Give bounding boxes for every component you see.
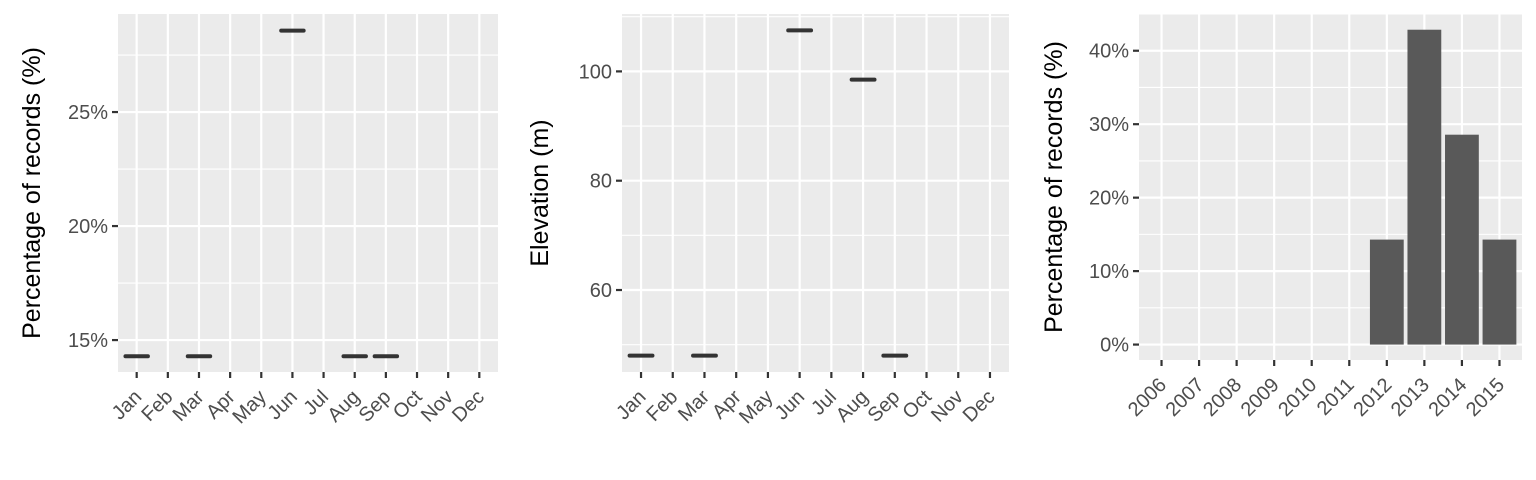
x-tick-label: Feb (642, 386, 682, 426)
x-tick-label: 2008 (1199, 374, 1246, 421)
chart-panel-yearly-percentage: 0%10%20%30%40%20062007200820092010201120… (1040, 13, 1522, 421)
y-axis-title: Elevation (m) (526, 119, 554, 266)
y-axis-title: Percentage of records (%) (18, 47, 46, 339)
x-tick-label: 2006 (1124, 374, 1171, 421)
bar-2015 (1482, 239, 1517, 345)
x-tick-label: Feb (137, 386, 177, 426)
x-tick-label: Oct (898, 386, 936, 424)
x-tick-label: Mar (674, 386, 714, 426)
plot-background (622, 14, 1009, 372)
y-tick-label: 20% (1089, 188, 1129, 210)
x-tick-label: Jun (771, 386, 809, 424)
y-tick-label: 0% (1100, 335, 1129, 357)
y-axis-title: Percentage of records (%) (1040, 41, 1068, 333)
plot-background (118, 14, 498, 372)
y-tick-label: 20% (68, 216, 108, 238)
y-tick-label: 25% (68, 102, 108, 124)
x-tick-label: 2010 (1274, 374, 1321, 421)
x-tick-label: 2015 (1462, 374, 1509, 421)
x-tick-label: Dec (448, 386, 489, 427)
y-tick-label: 15% (68, 330, 108, 352)
x-tick-label: Sep (864, 386, 905, 427)
x-tick-label: 2007 (1162, 374, 1209, 421)
x-tick-label: Jan (108, 386, 146, 424)
x-tick-label: Dec (959, 386, 1000, 427)
y-tick-label: 60 (590, 280, 612, 302)
x-tick-label: 2013 (1387, 374, 1434, 421)
x-tick-label: 2011 (1313, 374, 1359, 420)
x-tick-label: Mar (169, 386, 209, 426)
x-tick-label: 2012 (1349, 374, 1396, 421)
chart-panel-monthly-elevation: 6080100JanFebMarAprMayJunJulAugSepOctNov… (526, 14, 1009, 428)
chart-panel-monthly-percentage: 15%20%25%JanFebMarAprMayJunJulAugSepOctN… (18, 14, 498, 428)
y-tick-label: 80 (590, 171, 612, 193)
bar-2014 (1445, 134, 1479, 345)
y-tick-label: 10% (1089, 261, 1129, 283)
y-tick-label: 100 (579, 61, 612, 83)
x-tick-label: Jun (264, 386, 302, 424)
x-tick-label: Aug (832, 386, 873, 427)
bar-2013 (1407, 29, 1442, 345)
bar-2012 (1369, 239, 1404, 345)
x-tick-label: 2009 (1237, 374, 1284, 421)
x-tick-label: Oct (389, 386, 427, 424)
x-tick-label: 2014 (1424, 374, 1471, 421)
y-tick-label: 40% (1089, 41, 1129, 63)
x-tick-label: Nov (927, 386, 968, 427)
y-tick-label: 30% (1089, 114, 1129, 136)
x-tick-label: Jan (612, 386, 650, 424)
